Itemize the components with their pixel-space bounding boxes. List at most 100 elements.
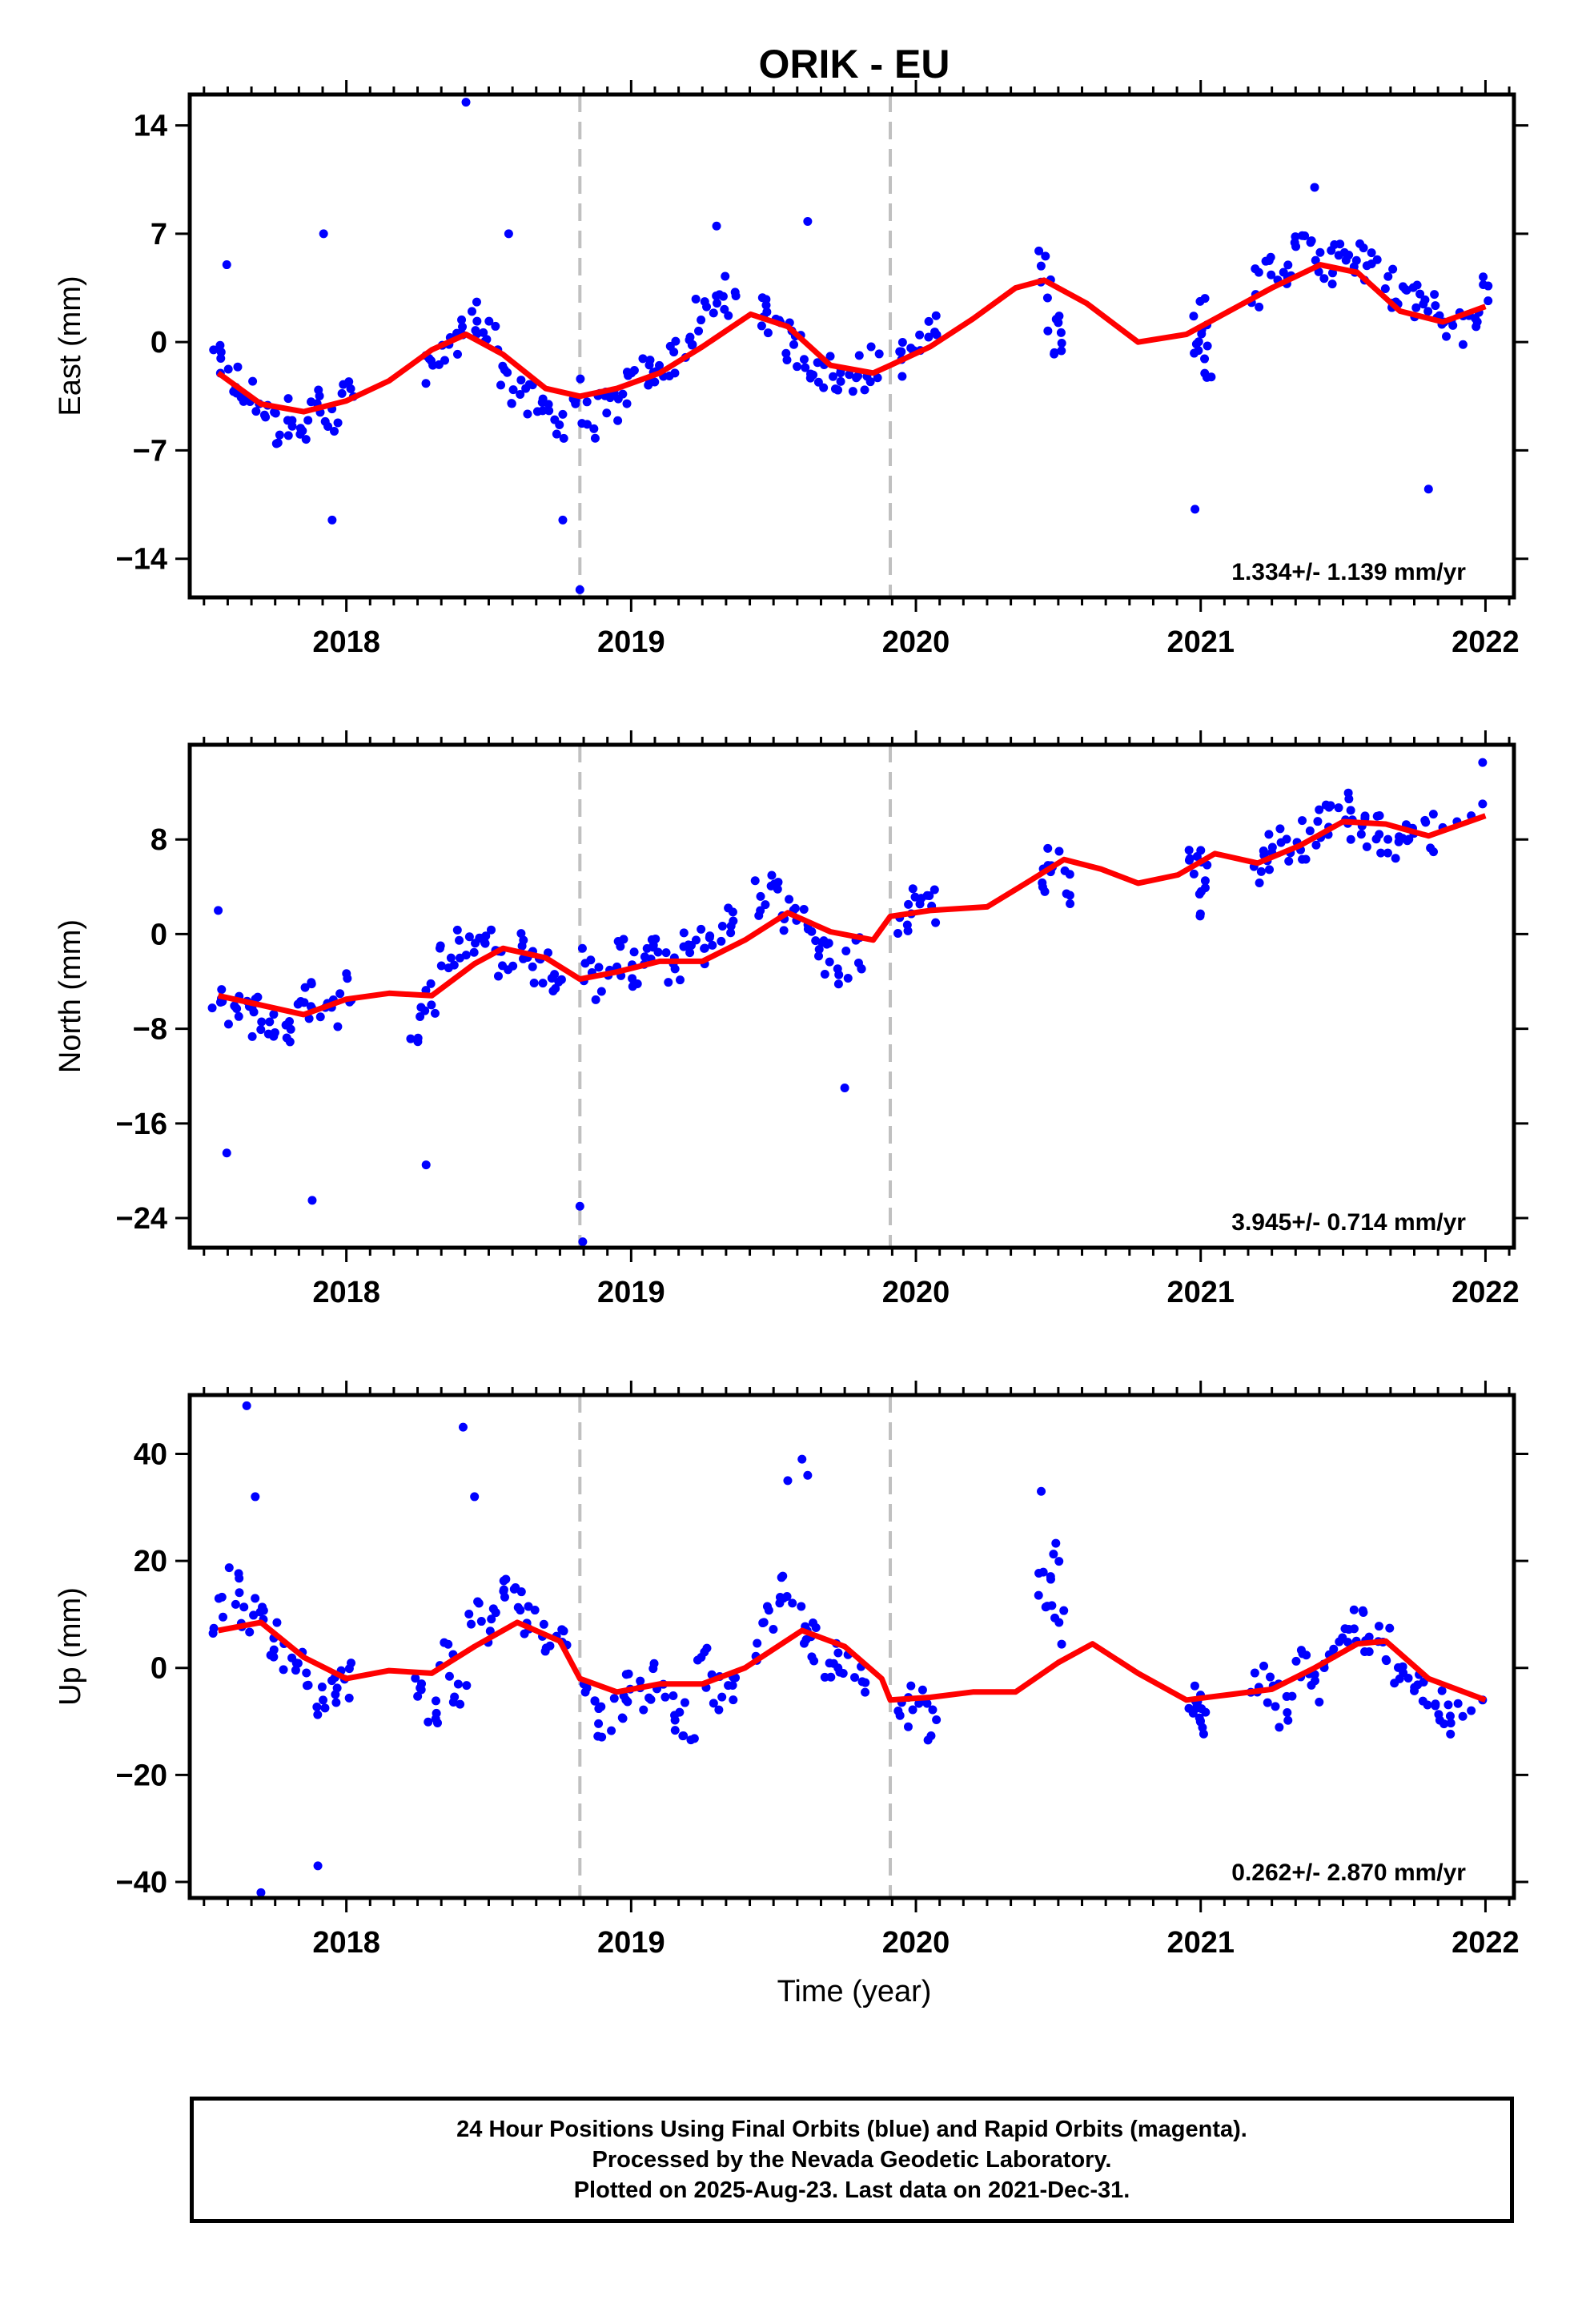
position-point [298, 426, 307, 436]
position-point [1442, 332, 1452, 341]
position-point [452, 925, 462, 935]
position-point [687, 340, 697, 350]
position-point [283, 431, 293, 440]
position-point [814, 944, 824, 954]
position-point [1043, 843, 1053, 853]
position-point [223, 1019, 233, 1029]
position-point [1479, 272, 1488, 282]
position-point [346, 384, 355, 393]
position-point [691, 935, 701, 945]
position-point [639, 1705, 648, 1715]
position-point [417, 1679, 427, 1689]
position-point [914, 1699, 924, 1708]
position-point [1313, 817, 1323, 826]
position-point [814, 951, 824, 961]
position-point [720, 304, 729, 314]
position-point [545, 1641, 555, 1651]
position-point [516, 376, 526, 385]
position-point [788, 1598, 797, 1608]
position-point [819, 936, 829, 946]
position-point [307, 979, 316, 989]
x-tick-label: 2018 [312, 1926, 380, 1960]
position-point [605, 393, 615, 403]
position-point [270, 1027, 279, 1037]
position-point [578, 1237, 588, 1247]
position-point [283, 416, 292, 425]
position-point [464, 932, 474, 942]
position-point [669, 348, 679, 357]
position-point [1034, 1568, 1044, 1578]
position-point [769, 1625, 778, 1634]
position-point [232, 1003, 242, 1013]
plot-frame [187, 92, 1516, 600]
position-point [293, 999, 303, 1009]
position-point [436, 961, 446, 971]
position-point [1446, 1729, 1456, 1739]
position-point [1042, 293, 1052, 303]
position-point [753, 1638, 762, 1648]
position-point [434, 360, 444, 369]
y-tick-label: 40 [134, 1437, 167, 1471]
position-point [319, 1695, 328, 1705]
position-point [312, 1703, 322, 1712]
position-point [504, 229, 513, 239]
position-point [853, 958, 863, 967]
y-tick-label: −7 [133, 434, 167, 468]
position-point [848, 387, 857, 396]
position-point [1200, 876, 1210, 886]
position-point [843, 974, 853, 983]
position-point [430, 1008, 440, 1018]
position-point [464, 1609, 474, 1618]
position-point [517, 941, 527, 951]
position-point [1375, 810, 1384, 820]
position-point [343, 974, 352, 983]
position-point [1283, 1715, 1293, 1725]
y-tick-label: −14 [116, 543, 167, 577]
position-point [670, 368, 680, 378]
position-point [256, 1025, 266, 1035]
x-tick-label: 2019 [597, 1926, 665, 1960]
y-tick-label: −8 [133, 1013, 167, 1047]
position-point [1380, 283, 1390, 293]
position-point [1305, 826, 1315, 836]
position-point [624, 1669, 633, 1679]
position-point [251, 1492, 260, 1502]
position-point [432, 1718, 442, 1727]
x-tick-label: 2019 [597, 625, 665, 659]
position-point [558, 409, 568, 419]
position-point [332, 1683, 342, 1693]
position-point [1266, 1672, 1275, 1682]
position-point [697, 924, 706, 934]
position-point [300, 983, 310, 992]
position-point [411, 1674, 420, 1683]
position-point [1334, 803, 1343, 813]
position-point [648, 940, 658, 950]
position-point [1327, 268, 1337, 278]
position-point [286, 1024, 295, 1034]
position-point [778, 1571, 788, 1581]
position-point [922, 891, 932, 900]
position-point [908, 1705, 917, 1715]
position-point [661, 948, 671, 958]
position-point [1355, 239, 1365, 248]
position-point [594, 1719, 604, 1728]
position-point [779, 1594, 789, 1603]
position-point [303, 416, 313, 425]
position-point [797, 1602, 806, 1611]
position-point [524, 1602, 533, 1611]
position-point [841, 947, 851, 956]
position-point [329, 427, 339, 436]
position-point [915, 899, 925, 909]
position-point [283, 394, 293, 404]
position-point [638, 354, 648, 364]
position-point [1291, 1656, 1301, 1666]
position-point [825, 352, 835, 361]
position-point [1411, 303, 1421, 312]
position-point [930, 885, 939, 895]
position-point [317, 1683, 327, 1692]
position-point [655, 360, 665, 370]
position-point [697, 316, 706, 325]
position-point [493, 971, 503, 981]
position-point [861, 1678, 870, 1687]
position-point [528, 962, 537, 971]
